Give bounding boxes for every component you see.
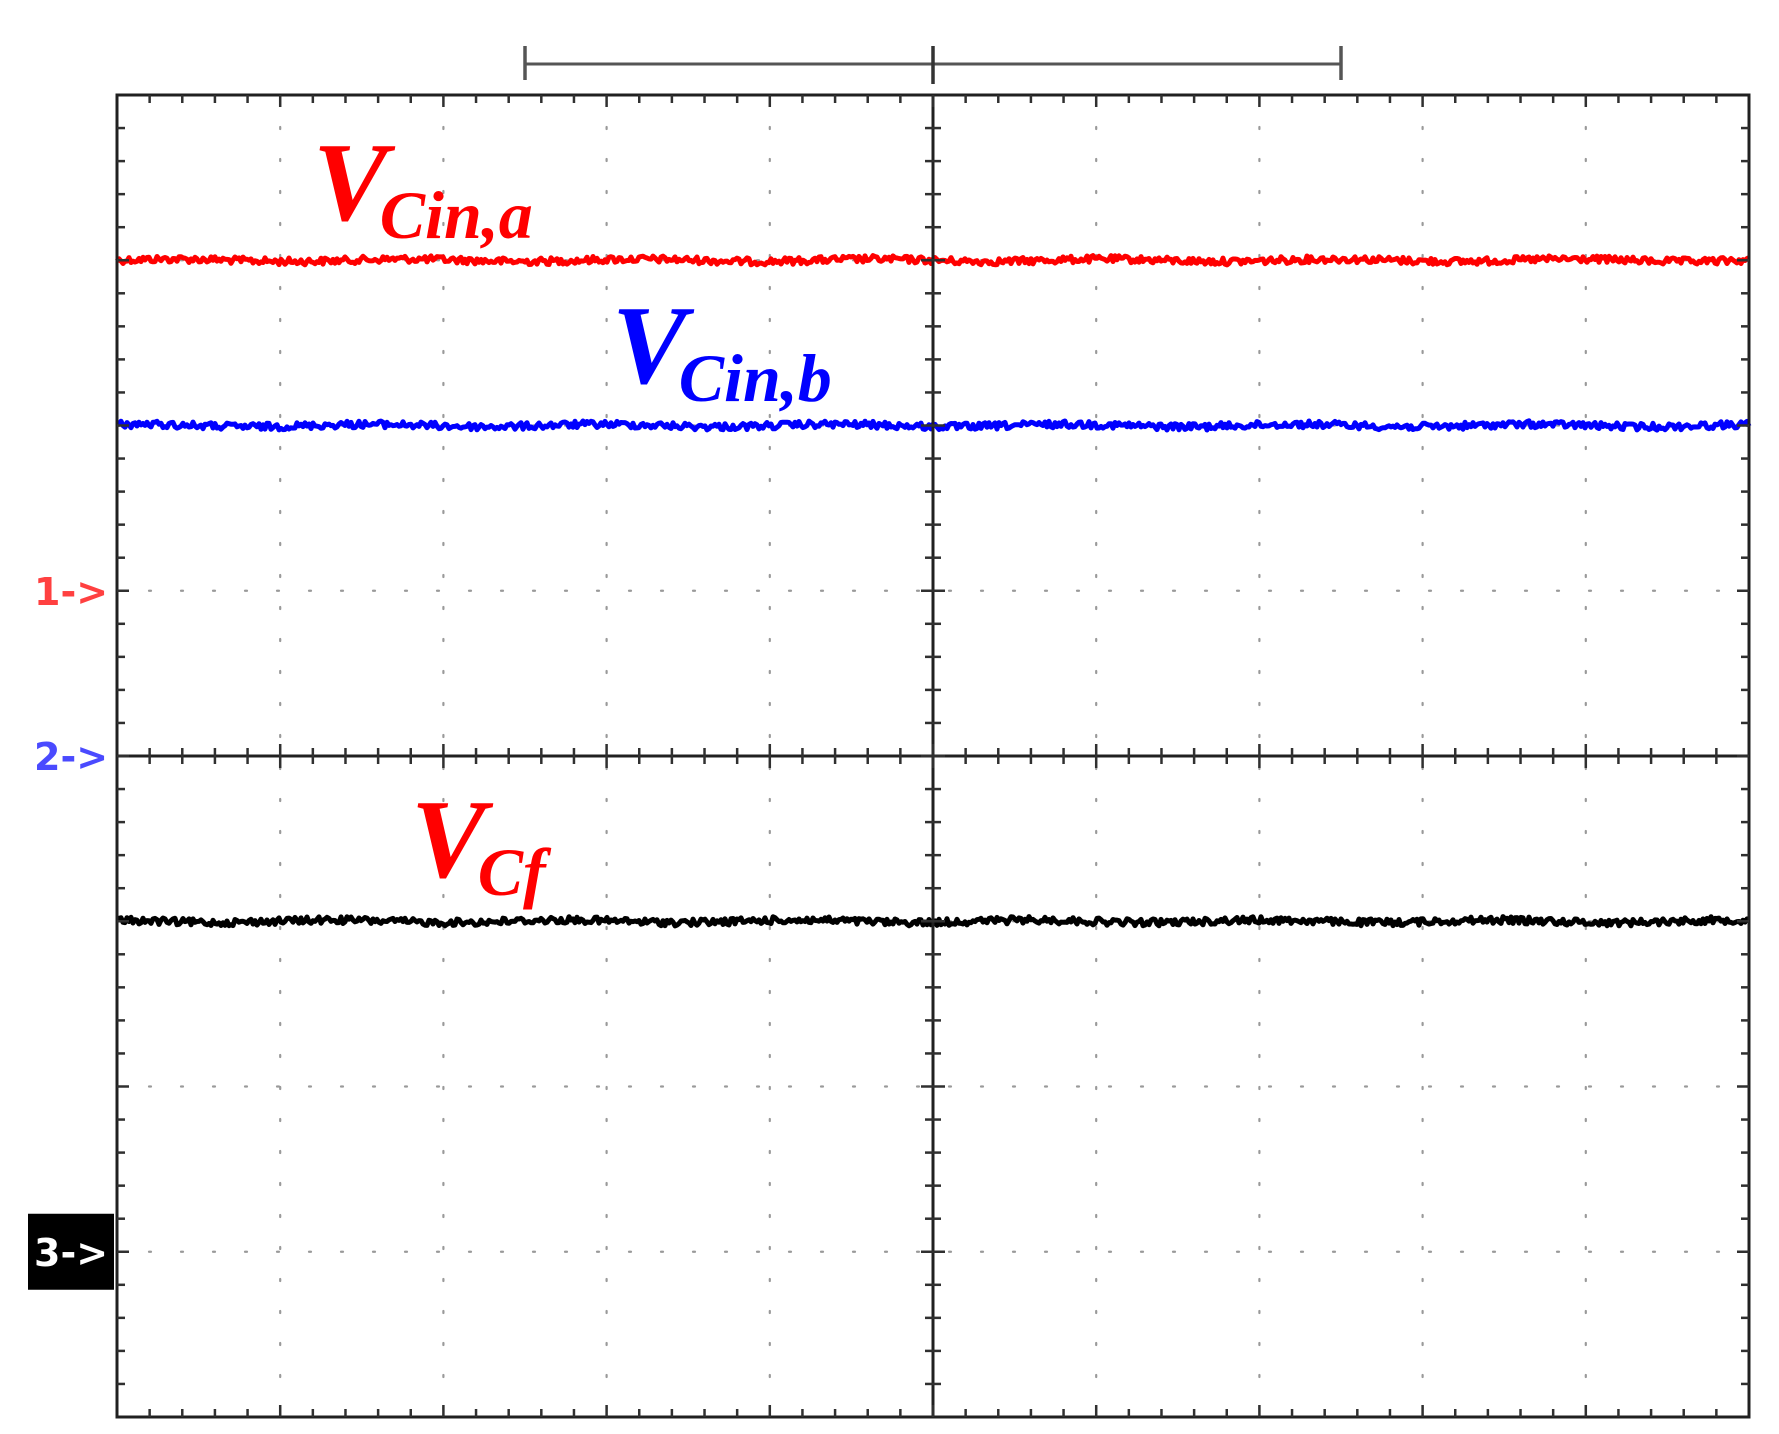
channel-marker-3: 3-> <box>34 1231 108 1275</box>
trace-label-1: VCin,b <box>612 284 832 416</box>
trace-label-0: VCin,a <box>313 121 533 253</box>
trace-label-2: VCf <box>411 778 552 910</box>
channel-marker-2: 2-> <box>34 735 108 779</box>
channel-marker-1: 1-> <box>34 570 108 614</box>
channel-marker-box <box>28 1213 114 1290</box>
label-layer: VCin,a VCin,b VCf <box>313 121 832 910</box>
marker-layer: 1-> 2-> 3-> <box>28 570 114 1290</box>
frame-layer <box>115 46 1751 1419</box>
